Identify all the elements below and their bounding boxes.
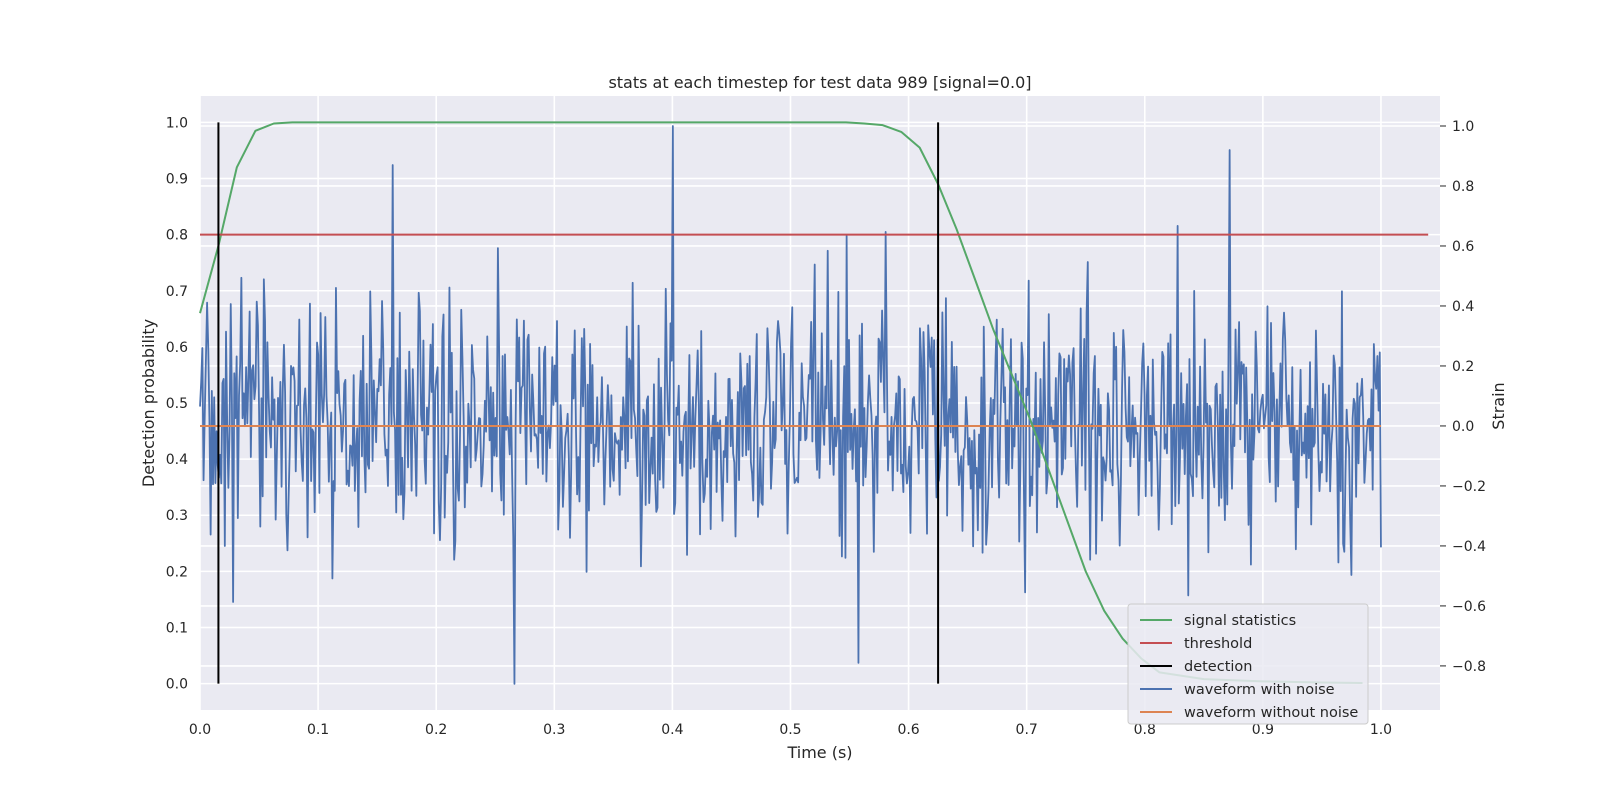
ticks: 0.0 0.1 0.2 0.3 0.4 0.5 0.6 0.7 0.8 0.9 1.0 0.0 0.1 0… bbox=[166, 115, 1486, 738]
y-tick-label-left: 0.7 bbox=[166, 284, 188, 300]
x-tick-label: 0.4 bbox=[661, 722, 683, 738]
x-tick-label: 0.3 bbox=[543, 722, 565, 738]
y-tick-label-left: 1.0 bbox=[166, 115, 188, 131]
y-tick-label-right: −0.8 bbox=[1452, 659, 1486, 675]
legend-label: waveform without noise bbox=[1184, 705, 1358, 721]
x-tick-label: 0.0 bbox=[189, 722, 211, 738]
waveform-with-noise-line bbox=[199, 125, 1382, 685]
y-tick-label-left: 0.2 bbox=[166, 564, 188, 580]
y-tick-label-right: 0.2 bbox=[1452, 359, 1474, 375]
x-tick-label: 0.5 bbox=[779, 722, 801, 738]
y-tick-label-left: 0.3 bbox=[166, 508, 188, 524]
y-tick-label-left: 0.4 bbox=[166, 452, 188, 468]
x-tick-label: 1.0 bbox=[1370, 722, 1392, 738]
x-tick-label: 0.2 bbox=[425, 722, 447, 738]
legend-label: threshold bbox=[1184, 636, 1252, 652]
x-tick-label: 0.9 bbox=[1252, 722, 1274, 738]
legend-label: waveform with noise bbox=[1184, 682, 1335, 698]
y-tick-label-right: 0.0 bbox=[1452, 419, 1474, 435]
x-axis-label: Time (s) bbox=[786, 743, 852, 762]
y-axis-label-right: Strain bbox=[1489, 382, 1508, 429]
y-tick-label-right: −0.6 bbox=[1452, 599, 1486, 615]
x-tick-label: 0.7 bbox=[1016, 722, 1038, 738]
legend-box bbox=[1127, 603, 1369, 725]
x-tick-label: 0.8 bbox=[1134, 722, 1156, 738]
y-tick-label-left: 0.6 bbox=[166, 340, 188, 356]
y-tick-label-left: 0.1 bbox=[166, 620, 188, 636]
legend-label: detection bbox=[1184, 659, 1252, 675]
y-tick-label-right: 0.8 bbox=[1452, 179, 1474, 195]
y-tick-label-right: −0.4 bbox=[1452, 539, 1486, 555]
y-tick-label-right: 0.6 bbox=[1452, 239, 1474, 255]
y-tick-label-right: −0.2 bbox=[1452, 479, 1486, 495]
x-tick-label: 0.1 bbox=[307, 722, 329, 738]
y-tick-label-left: 0.0 bbox=[166, 677, 188, 693]
y-tick-label-right: 1.0 bbox=[1452, 119, 1474, 135]
chart-title: stats at each timestep for test data 989… bbox=[608, 73, 1031, 92]
legend: signal statistics threshold detection wavef… bbox=[1127, 603, 1369, 725]
y-axis-label-left: Detection probability bbox=[139, 319, 158, 487]
y-tick-label-left: 0.9 bbox=[166, 172, 188, 188]
y-tick-label-right: 0.4 bbox=[1452, 299, 1474, 315]
x-tick-label: 0.6 bbox=[897, 722, 919, 738]
y-tick-label-left: 0.5 bbox=[166, 396, 188, 412]
y-tick-label-left: 0.8 bbox=[166, 228, 188, 244]
legend-label: signal statistics bbox=[1184, 613, 1296, 629]
